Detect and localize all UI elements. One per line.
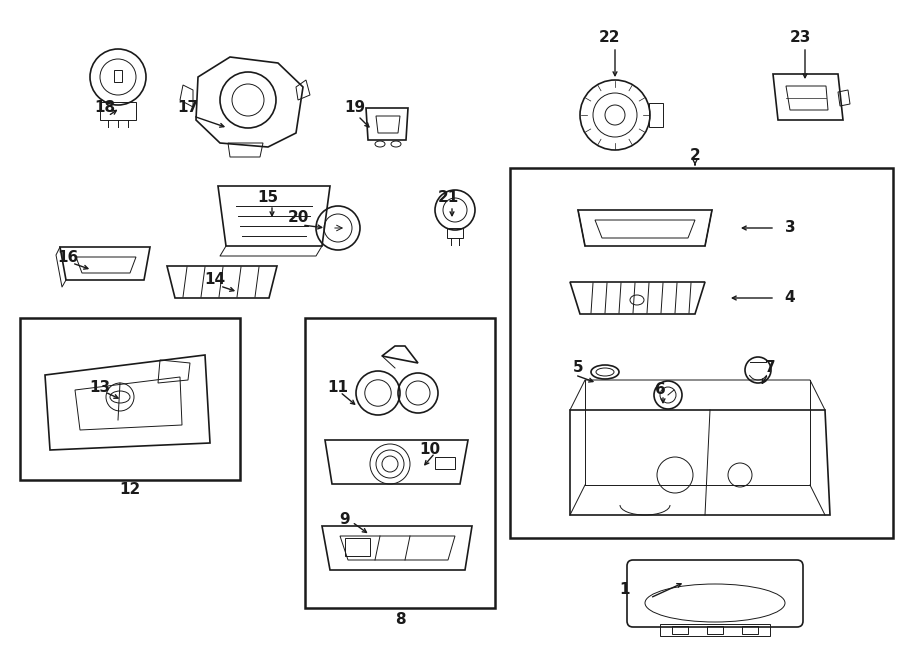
Text: 7: 7 [765, 360, 775, 375]
Bar [672, 626, 688, 634]
Text: 22: 22 [599, 30, 621, 46]
Text: 5: 5 [572, 360, 583, 375]
Text: 10: 10 [419, 442, 441, 457]
Text: 23: 23 [789, 30, 811, 46]
Bar [510, 168, 893, 538]
Text: 21: 21 [437, 190, 459, 206]
Text: 18: 18 [94, 100, 115, 116]
Text: 19: 19 [345, 100, 365, 116]
Bar [707, 626, 723, 634]
Bar [345, 538, 370, 556]
Text: 8: 8 [395, 613, 405, 627]
Text: 4: 4 [785, 290, 796, 305]
Text: 2: 2 [689, 147, 700, 163]
Bar [742, 626, 758, 634]
Bar [305, 318, 495, 608]
Text: 12: 12 [120, 483, 140, 498]
Text: 3: 3 [785, 221, 796, 235]
Text: 11: 11 [328, 381, 348, 395]
Bar [20, 318, 240, 480]
Text: 17: 17 [177, 100, 199, 116]
Bar [100, 102, 136, 120]
Bar [447, 228, 463, 238]
Text: 15: 15 [257, 190, 279, 206]
Text: 20: 20 [287, 210, 309, 225]
Text: 16: 16 [58, 251, 78, 266]
Text: 13: 13 [89, 381, 111, 395]
Bar [114, 70, 122, 82]
Bar [435, 457, 455, 469]
Text: 14: 14 [204, 272, 226, 288]
Text: 1: 1 [620, 582, 630, 598]
Text: 9: 9 [339, 512, 350, 527]
Bar [660, 624, 770, 636]
Text: 6: 6 [654, 383, 665, 397]
